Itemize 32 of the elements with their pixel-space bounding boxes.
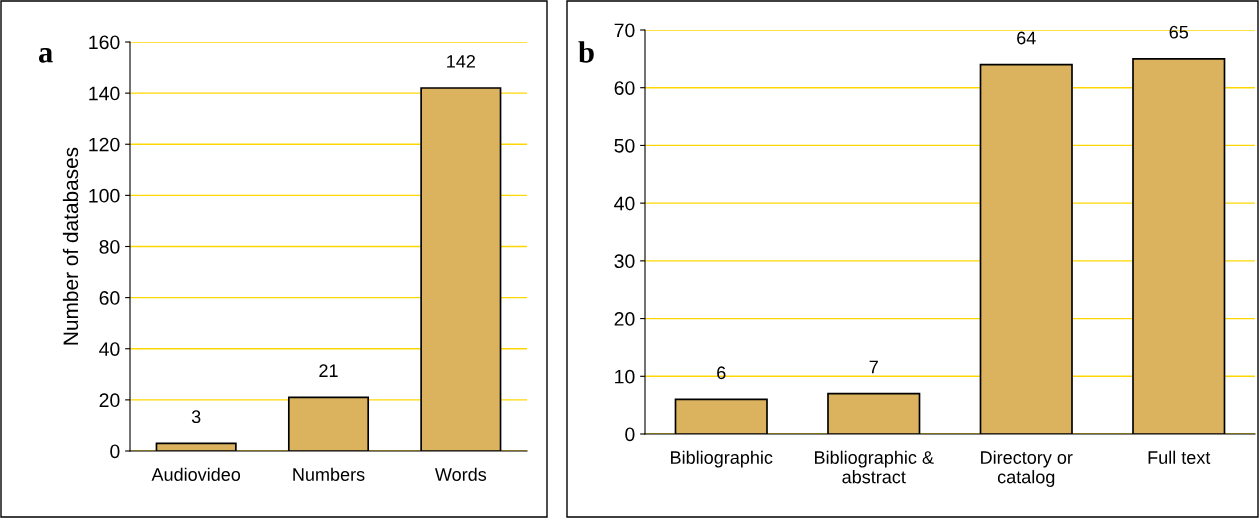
- y-tick-label: 160: [89, 35, 120, 50]
- data-label: 142: [447, 54, 475, 68]
- y-tick-label: 100: [89, 188, 120, 203]
- y-tick-label: 60: [614, 81, 635, 95]
- y-tick-label: 40: [99, 342, 120, 356]
- y-tick-label: 70: [614, 23, 635, 38]
- y-tick-label: 10: [615, 369, 635, 384]
- y-tick-label: 140: [89, 86, 120, 101]
- x-tick-label: Bibliographic & abstract: [815, 450, 934, 484]
- x-tick-label: Numbers: [293, 467, 365, 481]
- x-tick-label: Directory or catalog: [981, 450, 1073, 487]
- x-tick-label: Words: [434, 467, 487, 481]
- x-tick-label: Bibliographic: [671, 450, 773, 468]
- y-tick-label: 50: [614, 138, 635, 153]
- y-tick-label: 20: [614, 312, 635, 326]
- y-axis-title: Number of databases: [62, 147, 79, 345]
- y-tick-label: 30: [614, 254, 635, 269]
- y-tick-label: 80: [99, 239, 120, 254]
- y-tick-label: 20: [99, 393, 120, 408]
- x-tick-label: Audiovideo: [151, 467, 241, 481]
- y-tick-label: 60: [99, 291, 120, 305]
- y-tick-label: 0: [625, 427, 635, 442]
- data-label: 7: [869, 360, 878, 374]
- text: b: [578, 41, 594, 63]
- data-label: 21: [319, 364, 338, 377]
- text: a: [38, 48, 53, 63]
- data-label: 3: [191, 410, 201, 424]
- data-label: 64: [1017, 31, 1036, 45]
- y-tick-label: 40: [614, 196, 635, 211]
- x-tick-label: Full text: [1148, 450, 1211, 464]
- y-tick-label: 0: [110, 444, 120, 459]
- y-tick-label: 120: [89, 137, 120, 152]
